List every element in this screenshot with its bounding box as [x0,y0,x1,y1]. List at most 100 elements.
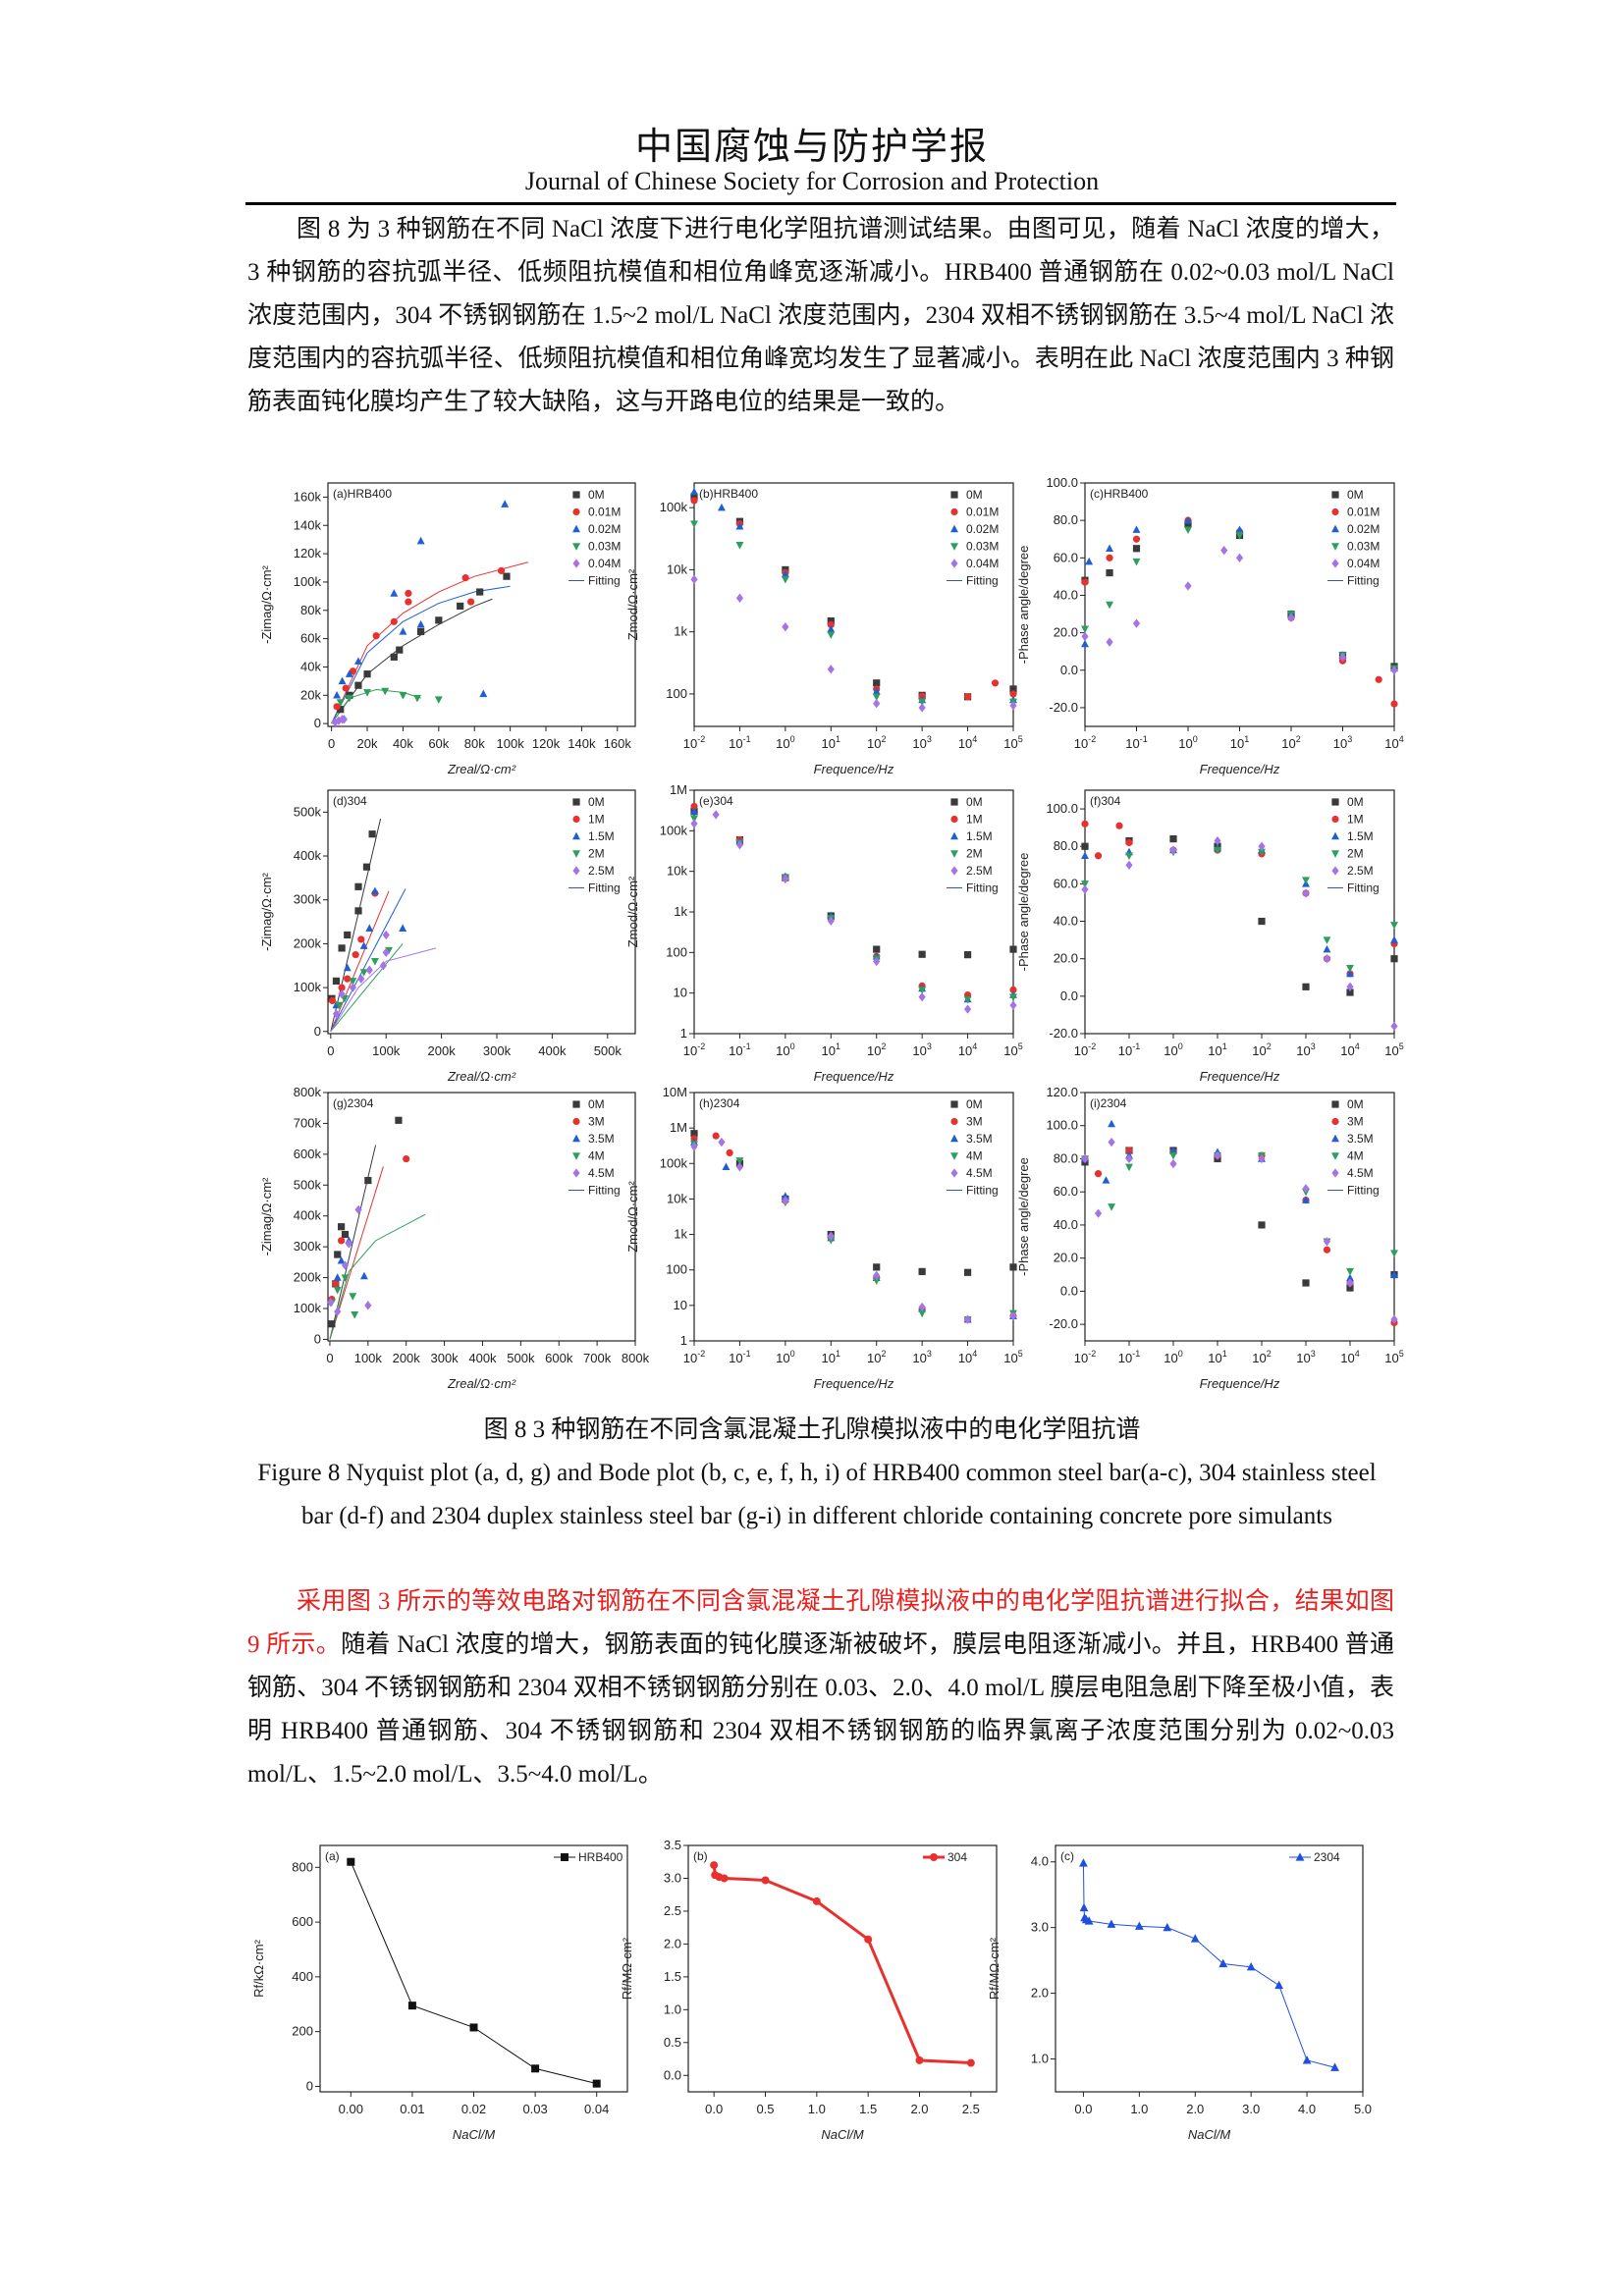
y-tick-label: 120k [294,546,322,561]
tick-base: 10 [1296,1351,1310,1365]
data-point [873,1263,881,1271]
y-tick-label: 0.0 [1060,988,1078,1003]
data-point [1346,988,1354,996]
data-point [342,684,350,692]
data-point [827,616,835,625]
data-point [1081,639,1089,648]
legend-marker [1331,491,1339,499]
x-tick-label: 10-2 [683,1349,705,1365]
legend-label: 0.04M [966,557,999,570]
tick-base: 10 [1074,1351,1088,1365]
data-point [354,681,362,689]
chart-panel-9c: 0.0 1.0 2.0 3.0 4.0 5.0 1.0 2.0 3.0 4.0 NaCl/M Rf/M… [987,1844,1372,2142]
legend-marker [1331,507,1339,516]
data-point [1169,845,1177,855]
data-point [873,699,881,709]
tick-exponent: 0 [1178,1349,1183,1359]
tick-exponent: 0 [1193,734,1198,744]
data-point [352,950,359,959]
y-tick-label: 10M [663,1085,687,1099]
tick-exponent: -1 [1140,734,1148,744]
body-paragraph-1: 图 8 为 3 种钢筋在不同 NaCl 浓度下进行电化学阻抗谱测试结果。由图可见… [247,216,1394,415]
data-point [338,1237,346,1245]
chart-svg: 10-2 10-1 100 101 102 103 104 105-20.00.020.040… [1016,1085,1404,1391]
data-point [1134,1921,1144,1930]
data-point [1132,525,1141,533]
data-point [761,1876,770,1885]
legend-marker [950,1117,958,1126]
y-tick-label: 3.5 [664,1838,681,1852]
y-tick-label: 100 [666,944,687,959]
data-point [354,882,362,890]
data-point [349,667,357,675]
y-tick-label: 100.0 [1046,1118,1078,1133]
data-point [872,686,881,695]
tick-exponent: 3 [1311,1349,1316,1359]
data-point [1346,1284,1354,1292]
y-tick-label: 400 [292,1969,313,1984]
data-point [1346,1273,1354,1282]
journal-title-en: Journal of Chinese Society for Corrosion… [524,167,1100,195]
data-point [1085,557,1094,565]
data-point [337,1255,346,1264]
x-tick-label: 101 [822,1349,840,1365]
y-tick-label: 700k [294,1115,322,1130]
legend-marker [950,1134,958,1143]
tick-exponent: 4 [972,1349,977,1359]
x-tick-label: 0.02 [461,2102,486,2116]
legend: 0M 0.01M 0.02M 0.03M 0.04M Fitting [1327,488,1380,588]
panel-title: (b) [693,1849,708,1863]
y-tick-label: 100k [660,1155,688,1170]
data-point [735,593,744,603]
x-tick-label: 100 [776,1041,794,1058]
data-point [1132,535,1141,543]
panel-title: (c) [1060,1849,1074,1863]
legend-marker [1295,1852,1305,1861]
data-point [963,1314,972,1324]
chart-svg: 10-2 10-1 100 101 102 103 104 1051101001k10k100… [625,1085,1023,1391]
data-layer [710,1861,975,2067]
data-point [712,1132,720,1140]
chart-svg: 0 100k 200k 300k 400k 500k 0 100k 200k 300k 400k 50… [259,789,636,1084]
data-point [690,497,698,505]
data-point [343,963,352,972]
data-point [407,2002,416,2010]
x-tick-label: 100k [497,736,525,751]
data-point [1323,944,1331,953]
y-tick-label: 10 [674,986,687,1000]
data-layer [331,500,528,727]
legend-marker [950,507,958,516]
data-point [918,1267,926,1275]
legend-label: 0M [588,795,605,809]
data-point [390,589,399,597]
data-point [918,1309,927,1318]
highlighted-text: 采用图 3 所示的等效电路对钢筋在不同含氯混凝土孔隙模拟液中的电化学阻抗谱进行拟… [247,1588,1394,1658]
tick-base: 10 [1208,1043,1221,1058]
legend-label: 0M [966,1097,983,1111]
y-tick-label: 20.0 [1054,951,1078,966]
data-point [963,1268,972,1276]
y-tick-label: 200k [294,935,322,950]
tick-exponent: 1 [1222,1349,1227,1359]
data-point [359,1271,368,1280]
data-layer [690,487,1017,713]
x-tick-label: 102 [867,1349,886,1365]
legend: 0M 1M 1.5M 2M 2.5M Fitting [1327,795,1380,895]
tick-exponent: 1 [836,734,840,744]
x-axis-label: Frequence/Hz [1200,762,1280,776]
tick-exponent: 5 [1399,1349,1404,1359]
data-point [873,679,881,687]
data-point [710,1861,719,1870]
data-point [370,958,379,966]
legend-marker [1331,831,1339,840]
plot-frame [327,1092,636,1342]
y-axis-label: Rf/MΩ·cm² [620,1937,634,2000]
data-point [1132,618,1141,628]
chart-panel-9b: 0.0 0.5 1.0 1.5 2.0 2.5 0.0 0.5 1.0 1.5 2.0 2.5 3.0 3… [620,1838,998,2142]
y-tick-label: 60.0 [1054,1184,1078,1199]
y-tick-label: 1k [674,624,687,639]
y-tick-label: -20.0 [1049,1026,1078,1041]
x-tick-label: 60k [428,736,449,751]
data-point [1214,846,1221,855]
legend: 0M 0.01M 0.02M 0.03M 0.04M Fitting [568,488,621,588]
